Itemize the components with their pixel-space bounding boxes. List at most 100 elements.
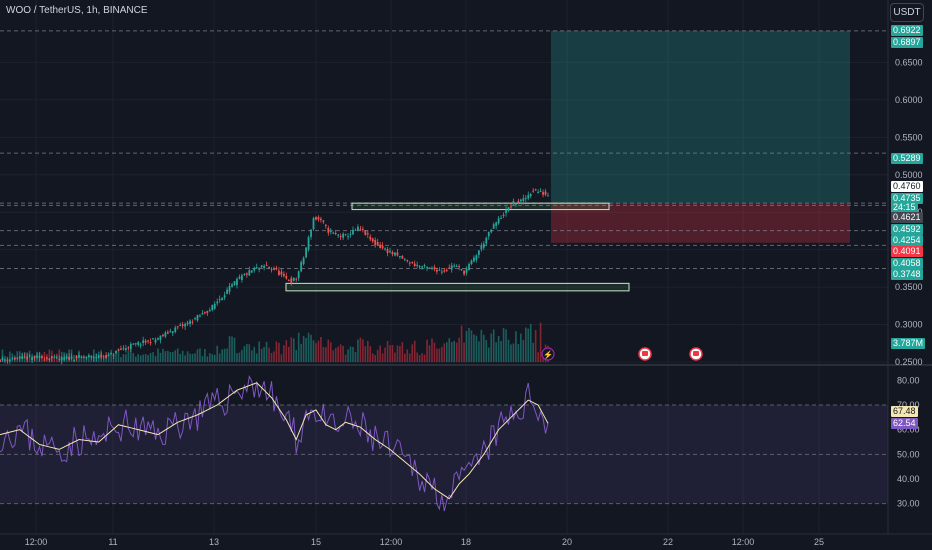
lightning-event-icon [541, 347, 555, 361]
candle-body [270, 268, 273, 270]
candle-body [515, 203, 517, 205]
candle-body [532, 190, 535, 192]
candle-body [0, 359, 1, 362]
volume-bar [315, 343, 317, 362]
candle-body [537, 191, 540, 193]
candle-body [196, 315, 199, 321]
volume-bar [288, 346, 290, 362]
price-axis-label: 0.4760 [891, 181, 923, 192]
candle-body [366, 233, 369, 235]
candle-body [463, 270, 465, 275]
candle-body [102, 356, 105, 358]
price-axis-label: 0.4621 [891, 212, 923, 223]
candle-body [376, 241, 379, 246]
candle-body [201, 313, 204, 315]
volume-bar [423, 354, 426, 362]
candle-body [394, 252, 396, 256]
candle-body [100, 354, 103, 358]
volume-bar [107, 353, 110, 362]
currency-button[interactable]: USDT [890, 3, 924, 22]
volume-bar [184, 355, 186, 362]
candle-body [8, 359, 11, 362]
volume-bar [102, 358, 105, 362]
volume-bar [529, 323, 532, 362]
volume-bar [359, 337, 362, 362]
volume-bar [320, 337, 322, 362]
volume-bar [534, 329, 537, 362]
candle-body [302, 257, 305, 265]
volume-bar [473, 334, 475, 362]
candle-body [527, 195, 530, 199]
rsi-tick-label: 70.00 [897, 400, 920, 410]
volume-bar [384, 347, 386, 362]
volume-bar [532, 342, 534, 362]
candle-body [539, 191, 542, 193]
candle-body [231, 284, 233, 287]
volume-bar [191, 353, 194, 362]
candle-body [519, 199, 522, 202]
candle-body [413, 263, 416, 267]
volume-bar [307, 332, 310, 362]
candle-body [386, 249, 389, 253]
volume-bar [332, 350, 335, 362]
volume-bar [263, 347, 265, 362]
volume-bar [483, 334, 485, 362]
candle-body [258, 267, 261, 270]
volume-bar [110, 352, 112, 362]
volume-bar [539, 322, 542, 362]
candle-body [152, 338, 154, 340]
candle-body [352, 229, 354, 235]
candle-body [290, 278, 293, 284]
candle-body [162, 334, 164, 337]
candle-body [169, 331, 172, 333]
volume-bar [502, 328, 505, 362]
time-tick-label: 20 [562, 537, 572, 547]
candle-body [547, 195, 549, 197]
volume-bar [300, 343, 302, 362]
volume-bar [463, 342, 465, 362]
volume-bar [305, 337, 307, 362]
candle-body [48, 358, 51, 361]
time-tick-label: 25 [814, 537, 824, 547]
volume-bar [226, 348, 228, 362]
rsi-line [0, 375, 549, 512]
price-axis-label: 0.4592 [891, 224, 923, 235]
volume-bar [322, 347, 325, 362]
candle-body [322, 220, 325, 222]
candle-body [544, 191, 547, 195]
candle-body [65, 356, 68, 359]
candle-body [206, 310, 209, 313]
candle-body [485, 237, 488, 244]
candle-body [517, 200, 520, 203]
volume-bar [221, 349, 223, 362]
price-tick-label: 0.5000 [895, 170, 923, 180]
candle-body [147, 340, 150, 342]
volume-bar [157, 348, 159, 362]
volume-bar [216, 345, 219, 362]
candle-body [470, 260, 473, 265]
volume-bar [152, 352, 154, 362]
volume-bar [406, 349, 409, 362]
volume-bar [130, 348, 132, 362]
volume-bar [352, 346, 354, 362]
volume-bar [396, 345, 399, 362]
candle-body [60, 356, 63, 361]
candle-body [137, 342, 140, 345]
candle-body [458, 266, 461, 268]
volume-bar [421, 353, 423, 362]
candle-body [211, 304, 214, 311]
candle-body [171, 331, 174, 333]
volume-bar [174, 350, 177, 362]
support-zones [285, 202, 630, 292]
volume-bar [246, 344, 248, 362]
candle-body [411, 261, 414, 263]
volume-bar [162, 348, 164, 362]
volume-bar [478, 341, 480, 362]
candle-body [13, 357, 16, 360]
volume-bar [317, 340, 320, 362]
candle-body [428, 267, 431, 269]
candle-body [159, 335, 162, 340]
candle-body [307, 237, 310, 250]
volume-bar [144, 354, 147, 362]
